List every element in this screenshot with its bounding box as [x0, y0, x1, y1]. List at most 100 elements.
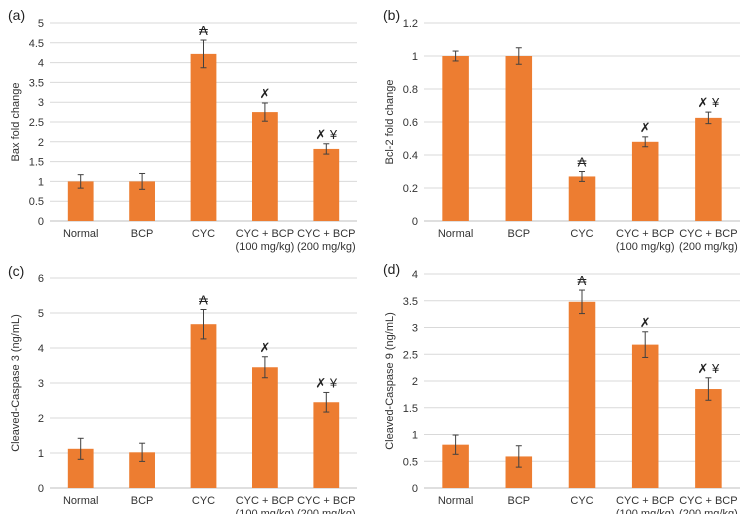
bar [505, 56, 533, 221]
x-tick-label: CYC + BCP [236, 228, 294, 240]
x-tick-label: BCP [131, 495, 154, 507]
x-tick-label: CYC [570, 228, 593, 240]
bar [695, 389, 722, 488]
y-tick-label: 2 [38, 137, 44, 149]
y-tick-label: 1 [412, 430, 418, 442]
bar [190, 324, 217, 488]
y-tick-label: 4 [412, 269, 418, 281]
y-tick-label: 4.5 [29, 38, 44, 50]
y-tick-label: 4 [38, 343, 44, 355]
bar [568, 176, 596, 221]
y-tick-label: 3 [38, 378, 44, 390]
y-tick-label: 5 [38, 308, 44, 320]
x-tick-label: (100 mg/kg) [616, 241, 675, 253]
y-tick-label: 2 [38, 413, 44, 425]
y-tick-label: 1 [38, 176, 44, 188]
x-tick-label: CYC + BCP [679, 495, 737, 507]
y-axis-title: Cleaved-Caspase 3 (ng/mL) [10, 314, 22, 452]
y-tick-label: 3.5 [29, 77, 44, 89]
x-tick-label: CYC [192, 228, 215, 240]
y-axis-title: Bax fold change [10, 83, 22, 162]
y-tick-label: 1.5 [403, 403, 418, 415]
y-tick-label: 3 [412, 323, 418, 335]
chart-panel-3: (c) 0 1 2 3 4 5 6 Cleaved-Caspase 3 (ng/mL) Norma… [8, 263, 357, 514]
significance-mark: ✗ ¥ [698, 361, 721, 376]
significance-mark: ✗ ¥ [698, 95, 721, 110]
chart-panel-1: (a) 0 0.5 1 1.5 2 2.5 3 3.5 4 4.5 5 Bax fold change N… [8, 7, 357, 253]
x-tick-label: BCP [131, 228, 154, 240]
x-tick-label: CYC + BCP [236, 495, 294, 507]
panel-label: (c) [8, 263, 24, 279]
y-tick-label: 5 [38, 18, 44, 30]
x-tick-label: CYC + BCP [297, 495, 355, 507]
bar [313, 402, 340, 488]
x-tick-label: CYC [192, 495, 215, 507]
bar [313, 148, 340, 221]
significance-mark: ₳ [199, 23, 208, 38]
y-tick-label: 2.5 [403, 349, 418, 361]
x-tick-label: BCP [507, 495, 530, 507]
bar [695, 117, 722, 221]
x-tick-label: CYC + BCP [616, 228, 674, 240]
bar [190, 53, 217, 221]
x-tick-label: (200 mg/kg) [297, 508, 356, 514]
y-tick-label: 0 [38, 483, 44, 495]
x-tick-label: (100 mg/kg) [236, 241, 295, 253]
bar [442, 56, 469, 221]
x-tick-label: (100 mg/kg) [236, 508, 295, 514]
bar [252, 367, 278, 488]
y-axis-title: Bcl-2 fold change [384, 80, 396, 165]
chart-panel-4: (d) 0 0.5 1 1.5 2 2.5 3 3.5 4 Cleaved-Caspase 9 (n… [383, 261, 740, 514]
x-tick-label: BCP [507, 228, 530, 240]
y-tick-label: 1 [38, 448, 44, 460]
significance-mark: ₳ [578, 155, 587, 170]
y-tick-label: 0.6 [403, 117, 418, 129]
y-tick-label: 0.8 [403, 84, 418, 96]
x-tick-label: Normal [438, 495, 473, 507]
bar [631, 141, 659, 221]
x-tick-label: CYC + BCP [297, 228, 355, 240]
significance-mark: ✗ [259, 340, 270, 355]
y-tick-label: 0.5 [29, 196, 44, 208]
y-tick-label: 1.2 [403, 18, 418, 30]
y-tick-label: 1.5 [29, 157, 44, 169]
x-tick-label: CYC + BCP [616, 495, 674, 507]
bar [631, 344, 659, 488]
significance-mark: ✗ ¥ [315, 375, 338, 390]
y-tick-label: 0.5 [403, 456, 418, 468]
y-tick-label: 4 [38, 58, 44, 70]
y-tick-label: 0.2 [403, 183, 418, 195]
y-tick-label: 1 [412, 51, 418, 63]
x-tick-label: (200 mg/kg) [679, 241, 738, 253]
x-tick-label: CYC + BCP [679, 228, 737, 240]
x-tick-label: (100 mg/kg) [616, 508, 675, 514]
bar [252, 112, 278, 221]
significance-mark: ✗ ¥ [315, 127, 338, 142]
significance-mark: ✗ [259, 86, 270, 101]
y-axis-title: Cleaved-Caspase 9 (ng/mL) [384, 312, 396, 450]
bar [568, 301, 596, 488]
significance-mark: ✗ [640, 315, 651, 330]
y-tick-label: 3 [38, 97, 44, 109]
y-tick-label: 0 [38, 216, 44, 228]
y-tick-label: 2 [412, 376, 418, 388]
y-tick-label: 6 [38, 273, 44, 285]
x-tick-label: Normal [63, 228, 98, 240]
panel-label: (b) [383, 7, 400, 23]
chart-panel-2: (b) 0 0.2 0.4 0.6 0.8 1 1.2 Bcl-2 fold change Nor… [383, 7, 740, 253]
panel-label: (a) [8, 7, 25, 23]
x-tick-label: (200 mg/kg) [679, 508, 738, 514]
panel-label: (d) [383, 261, 400, 277]
x-tick-label: (200 mg/kg) [297, 241, 356, 253]
x-tick-label: CYC [570, 495, 593, 507]
y-tick-label: 2.5 [29, 117, 44, 129]
x-tick-label: Normal [63, 495, 98, 507]
significance-mark: ✗ [640, 120, 651, 135]
y-tick-label: 0 [412, 216, 418, 228]
significance-mark: ₳ [199, 293, 208, 308]
y-tick-label: 0.4 [403, 150, 418, 162]
significance-mark: ₳ [578, 273, 587, 288]
y-tick-label: 3.5 [403, 296, 418, 308]
y-tick-label: 0 [412, 483, 418, 495]
